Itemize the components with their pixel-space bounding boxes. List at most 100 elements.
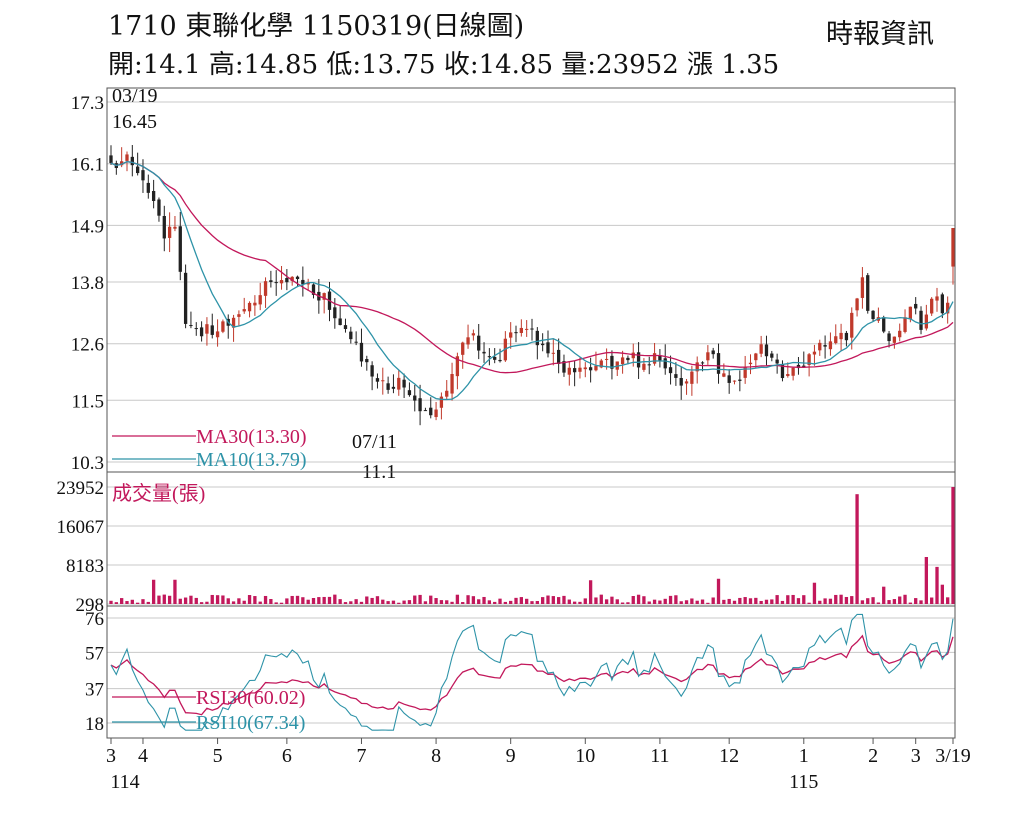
volume-bar — [866, 598, 870, 604]
candle-body — [450, 374, 454, 394]
volume-bar — [247, 595, 252, 604]
high-value-label: 16.45 — [112, 111, 157, 133]
candle-body — [477, 335, 481, 351]
volume-bar — [802, 595, 806, 604]
candle-body — [397, 377, 401, 390]
volume-bar — [636, 594, 641, 604]
candle-body — [642, 363, 646, 370]
volume-bar — [583, 598, 587, 604]
candle-body — [311, 284, 316, 295]
volume-bar — [855, 494, 859, 604]
volume-bar — [892, 599, 897, 604]
price-tick-label: 11.5 — [71, 391, 104, 412]
candle-body — [583, 367, 587, 370]
volume-bar — [541, 597, 545, 604]
volume-bar — [375, 596, 380, 604]
volume-bar — [125, 601, 129, 604]
volume-bar — [381, 599, 385, 604]
volume-bar — [258, 601, 262, 604]
volume-bar — [530, 601, 534, 604]
volume-bar — [807, 602, 811, 604]
volume-bar — [935, 566, 939, 604]
candle-body — [439, 396, 444, 408]
volume-bar — [610, 596, 614, 604]
candle-body — [652, 353, 657, 364]
volume-bar — [285, 598, 289, 604]
candle-body — [546, 342, 550, 354]
volume-bar — [775, 595, 779, 604]
volume-bar — [317, 597, 321, 604]
candle-body — [210, 325, 214, 335]
candle-body — [487, 356, 492, 358]
candle-body — [167, 226, 172, 238]
candle-body — [818, 342, 822, 351]
candle-body — [668, 367, 673, 374]
candle-body — [301, 279, 305, 285]
volume-bar — [695, 600, 699, 604]
volume-bar — [205, 601, 209, 604]
candle-body — [791, 367, 795, 376]
candle-body — [263, 281, 268, 296]
candle-body — [162, 215, 166, 239]
volume-bar — [487, 600, 492, 604]
candle-body — [556, 349, 561, 364]
candle-body — [322, 293, 326, 300]
x-tick-label: 1 — [799, 745, 809, 767]
candle-body — [839, 332, 843, 340]
volume-bar — [578, 601, 582, 604]
candle-body — [823, 345, 827, 347]
rsi-tick-label: 18 — [85, 714, 104, 735]
volume-bar — [903, 594, 907, 604]
volume-bar — [514, 597, 518, 604]
x-year-label: 114 — [110, 771, 139, 793]
candle-body — [189, 325, 193, 327]
candle-body — [866, 275, 870, 311]
volume-bar — [743, 597, 747, 604]
candle-body — [663, 358, 667, 369]
candle-body — [759, 344, 763, 354]
volume-bar — [546, 595, 550, 604]
volume-bar — [620, 602, 625, 604]
volume-bar — [690, 598, 694, 604]
volume-bar — [290, 595, 294, 604]
volume-bar — [498, 598, 502, 604]
volume-bar — [397, 602, 401, 604]
candle-body — [695, 362, 699, 372]
candle-body — [658, 355, 662, 361]
candle-body — [418, 398, 422, 412]
volume-bar — [919, 600, 923, 604]
low-date-label: 07/11 — [352, 431, 397, 453]
volume-bar — [700, 599, 705, 604]
candle-body — [636, 352, 641, 368]
volume-bar — [764, 599, 769, 604]
volume-bar — [535, 601, 539, 604]
volume-bar — [604, 599, 609, 604]
volume-panel-frame — [106, 471, 956, 607]
quote-summary: 開:14.1 高:14.85 低:13.75 收:14.85 量:23952 漲… — [108, 50, 780, 80]
candle-body — [285, 278, 289, 283]
candle-body — [221, 321, 225, 332]
volume-bar — [770, 599, 774, 604]
candle-body — [354, 341, 358, 343]
candle-body — [274, 282, 278, 284]
volume-bar — [343, 602, 348, 604]
volume-bar — [151, 579, 156, 604]
volume-bar — [466, 595, 470, 604]
candle-body — [935, 296, 939, 301]
rsi-tick-label: 57 — [85, 643, 104, 664]
candle-body — [802, 365, 806, 368]
volume-bar — [834, 594, 838, 604]
candle-body — [370, 365, 374, 377]
x-tick-label: 2 — [868, 745, 878, 767]
candle-body — [711, 350, 715, 355]
candle-body — [258, 295, 262, 305]
x-tick-label: 6 — [282, 745, 292, 767]
volume-bar — [157, 595, 161, 604]
candle-body — [151, 190, 156, 202]
candle-body — [679, 377, 683, 386]
volume-bar — [237, 598, 241, 604]
candle-body — [386, 383, 390, 390]
x-tick-label: 8 — [431, 745, 441, 767]
candle-body — [588, 367, 593, 371]
x-tick-label: 5 — [213, 745, 223, 767]
